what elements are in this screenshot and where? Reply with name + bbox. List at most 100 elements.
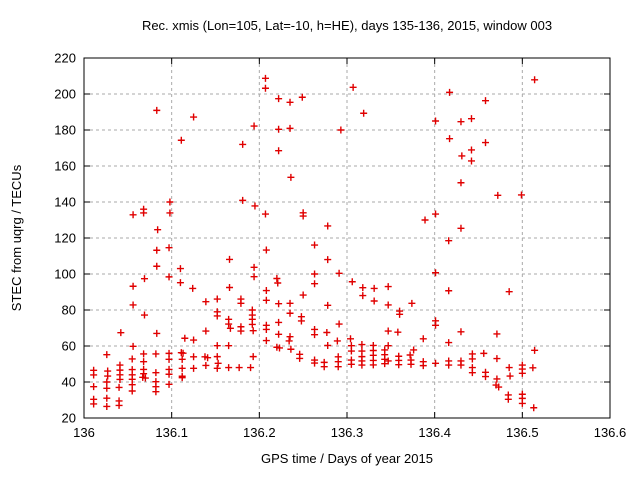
data-point xyxy=(421,216,429,224)
data-point xyxy=(286,98,294,106)
data-point xyxy=(369,361,377,369)
data-point xyxy=(495,383,503,391)
data-point xyxy=(129,301,137,309)
data-point xyxy=(348,278,356,286)
data-point xyxy=(176,265,184,273)
data-point xyxy=(274,279,282,287)
data-point xyxy=(445,361,453,369)
data-point xyxy=(384,327,392,335)
data-point xyxy=(262,246,270,254)
data-point xyxy=(261,84,269,92)
data-point xyxy=(178,374,186,382)
x-tick-label: 136.1 xyxy=(155,425,188,440)
data-point xyxy=(493,375,501,383)
data-point xyxy=(482,373,490,381)
data-point xyxy=(103,351,111,359)
data-point xyxy=(360,109,368,117)
data-point xyxy=(286,309,294,317)
data-point xyxy=(529,364,537,372)
data-point xyxy=(129,342,137,350)
data-point xyxy=(190,113,198,121)
data-point xyxy=(275,318,283,326)
data-point xyxy=(237,327,245,335)
data-point xyxy=(116,375,124,383)
data-point xyxy=(530,404,538,412)
data-point xyxy=(213,364,221,372)
data-point xyxy=(432,210,440,218)
data-point xyxy=(176,279,184,287)
data-point xyxy=(457,361,465,369)
data-point xyxy=(419,335,427,343)
data-point xyxy=(311,359,319,367)
data-point xyxy=(213,312,221,320)
x-tick-label: 136.3 xyxy=(331,425,364,440)
data-point xyxy=(347,335,355,343)
data-point xyxy=(251,202,259,210)
data-point xyxy=(482,139,490,147)
data-point xyxy=(505,288,513,296)
data-point xyxy=(104,372,112,380)
chart-title: Rec. xmis (Lon=105, Lat=-10, h=HE), days… xyxy=(142,18,552,33)
data-point xyxy=(446,135,454,143)
data-point xyxy=(396,310,404,318)
data-point xyxy=(189,284,197,292)
data-point xyxy=(285,337,293,345)
data-point xyxy=(140,358,148,366)
y-tick-label: 200 xyxy=(54,87,76,102)
data-point xyxy=(117,329,125,337)
data-point xyxy=(213,295,221,303)
data-point xyxy=(262,287,270,295)
data-point xyxy=(275,95,283,103)
data-point xyxy=(140,311,148,319)
data-point xyxy=(239,196,247,204)
data-point xyxy=(324,222,332,230)
data-point xyxy=(153,329,161,337)
data-point xyxy=(467,157,475,165)
data-point xyxy=(482,97,490,105)
data-point xyxy=(115,401,123,409)
data-point xyxy=(90,383,98,391)
data-point xyxy=(335,320,343,328)
data-point xyxy=(140,209,148,217)
data-point xyxy=(165,244,173,252)
data-point xyxy=(90,371,98,379)
data-point xyxy=(286,124,294,132)
data-point xyxy=(297,317,305,325)
data-point xyxy=(395,361,403,369)
data-point xyxy=(359,284,367,292)
data-point xyxy=(334,363,342,371)
data-point xyxy=(419,362,427,370)
data-point xyxy=(226,324,234,332)
data-point xyxy=(457,179,465,187)
data-point xyxy=(286,299,294,307)
data-point xyxy=(177,136,185,144)
data-point xyxy=(320,363,328,371)
data-point xyxy=(493,330,501,338)
data-point xyxy=(358,361,366,369)
data-point xyxy=(406,351,414,359)
data-point xyxy=(311,270,319,278)
data-point xyxy=(165,273,173,281)
data-point xyxy=(190,353,198,361)
data-point xyxy=(273,275,281,282)
data-point xyxy=(249,353,257,361)
data-point xyxy=(103,378,111,386)
data-point xyxy=(432,269,440,277)
tick-labels: 136 136.1 136.2 136.3 136.4 136.5 136.6 20 40 60 8… xyxy=(54,51,626,441)
data-point xyxy=(445,339,453,347)
data-point xyxy=(225,320,233,328)
data-point xyxy=(358,341,366,349)
y-tick-label: 60 xyxy=(62,339,76,354)
data-point xyxy=(432,321,440,329)
data-point xyxy=(335,269,343,277)
data-point xyxy=(202,361,210,369)
data-point xyxy=(128,355,136,363)
data-point xyxy=(178,364,186,372)
data-point xyxy=(493,355,501,363)
data-point xyxy=(166,198,174,206)
data-point xyxy=(226,284,234,291)
y-tick-label: 160 xyxy=(54,159,76,174)
data-point xyxy=(235,364,243,372)
data-point xyxy=(299,212,307,220)
data-point xyxy=(445,287,453,295)
